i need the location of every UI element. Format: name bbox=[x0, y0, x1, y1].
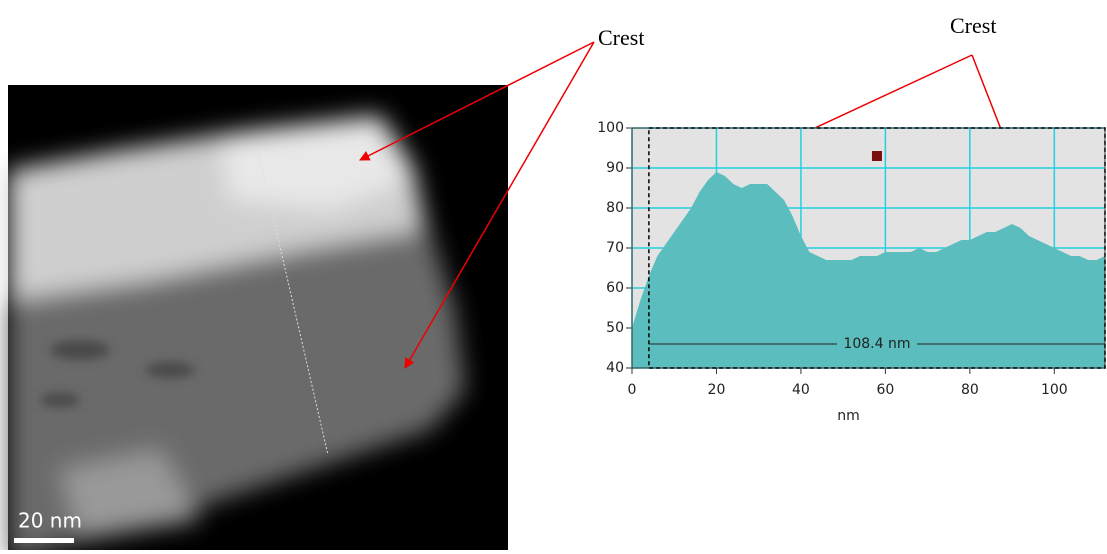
measurement-label: 108.4 nm bbox=[843, 336, 910, 352]
x-axis-label: nm bbox=[837, 408, 860, 424]
y-tick-label: 40 bbox=[606, 360, 624, 376]
selection-box bbox=[648, 127, 1106, 369]
annotation: Crest bbox=[950, 13, 996, 38]
x-tick-label: 60 bbox=[876, 382, 894, 398]
y-tick-label: 70 bbox=[606, 240, 624, 256]
x-tick-label: 80 bbox=[961, 382, 979, 398]
y-tick-label: 80 bbox=[606, 200, 624, 216]
microscopy-image: 20 nm bbox=[8, 85, 508, 554]
y-tick-label: 50 bbox=[606, 320, 624, 336]
annotation: Crest bbox=[598, 25, 644, 50]
x-tick-label: 20 bbox=[708, 382, 726, 398]
x-tick-label: 100 bbox=[1041, 382, 1068, 398]
y-tick-label: 60 bbox=[606, 280, 624, 296]
y-tick-label: 90 bbox=[606, 160, 624, 176]
marker bbox=[871, 151, 882, 161]
measurement-label-bg bbox=[836, 336, 917, 352]
y-tick-label: 100 bbox=[597, 120, 624, 136]
x-tick-label: 0 bbox=[628, 382, 637, 398]
scale-label: 20 nm bbox=[18, 509, 82, 533]
area bbox=[632, 172, 1105, 368]
x-tick-label: 40 bbox=[792, 382, 810, 398]
